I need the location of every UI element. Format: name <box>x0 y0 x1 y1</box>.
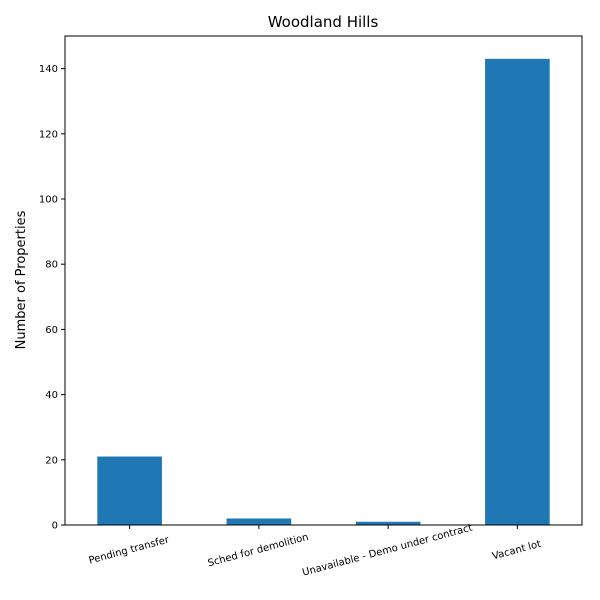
bar <box>226 518 292 525</box>
bar <box>97 456 162 525</box>
y-tick-label: 0 <box>52 521 58 532</box>
bar <box>355 521 421 525</box>
y-axis-label: Number of Properties <box>14 210 29 349</box>
y-axis-ticks: 0 20 40 60 80 100 120 140 <box>39 64 65 532</box>
x-tick-label: Vacant lot <box>491 539 542 563</box>
x-tick-label: Sched for demolition <box>207 532 310 570</box>
y-tick-label: 120 <box>39 129 58 140</box>
y-tick-label: 80 <box>45 260 58 271</box>
y-tick-label: 40 <box>45 390 58 401</box>
x-tick-label: Unavailable - Demo under contract <box>301 523 474 579</box>
bars-group <box>97 58 550 525</box>
y-tick-label: 100 <box>39 195 58 206</box>
plot-frame <box>64 35 583 526</box>
x-axis-ticks: Pending transfer Sched for demolitionUnav… <box>88 523 543 579</box>
chart-title: Woodland Hills <box>268 13 379 31</box>
y-tick-label: 60 <box>45 325 58 336</box>
bar <box>485 58 550 525</box>
y-tick-label: 20 <box>45 455 58 466</box>
x-tick-label: Pending transfer <box>88 534 172 566</box>
y-tick-label: 140 <box>39 64 58 75</box>
